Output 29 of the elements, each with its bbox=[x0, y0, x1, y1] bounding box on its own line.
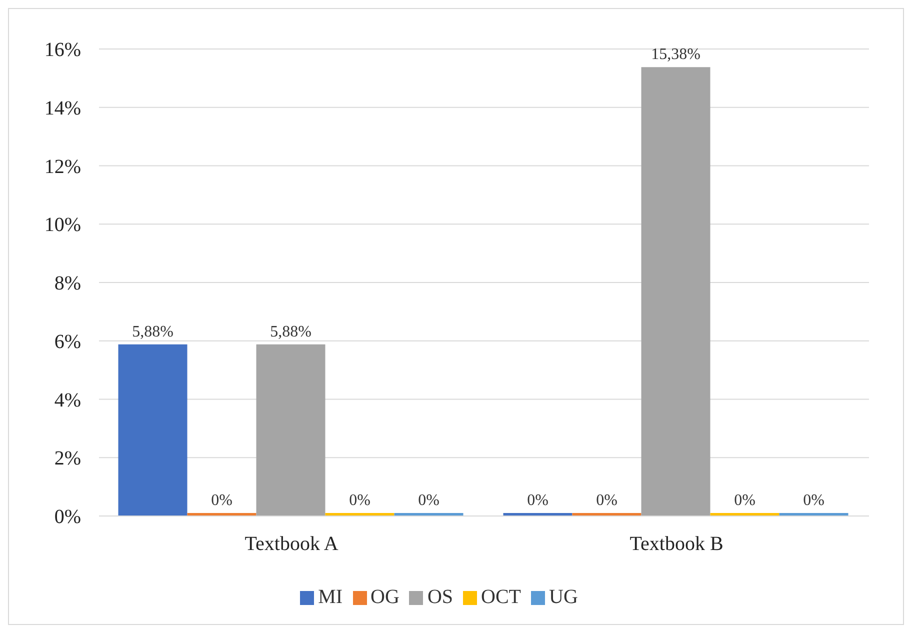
x-tick-label: Textbook A bbox=[244, 533, 339, 556]
data-label: 0% bbox=[596, 492, 618, 509]
data-label: 0% bbox=[211, 492, 232, 509]
legend-label: UG bbox=[549, 586, 578, 608]
data-label: 0% bbox=[349, 492, 370, 509]
legend-label: OCT bbox=[481, 586, 522, 608]
bar bbox=[256, 344, 326, 516]
data-label: 5,88% bbox=[270, 323, 312, 340]
data-label: 0% bbox=[527, 492, 548, 509]
y-tick-label: 12% bbox=[44, 156, 81, 178]
y-tick-label: 6% bbox=[54, 330, 81, 353]
y-tick-label: 8% bbox=[54, 272, 81, 295]
bar bbox=[641, 67, 710, 516]
y-tick-label: 2% bbox=[54, 448, 81, 470]
y-tick-label: 16% bbox=[44, 39, 81, 62]
legend-label: MI bbox=[318, 586, 343, 608]
legend-label: OG bbox=[370, 586, 400, 608]
data-label: 15,38% bbox=[651, 46, 700, 64]
data-label: 0% bbox=[418, 492, 440, 509]
data-label: 5,88% bbox=[132, 323, 174, 340]
y-tick-label: 0% bbox=[54, 506, 81, 528]
y-tick-label: 4% bbox=[54, 389, 81, 412]
y-tick-label: 14% bbox=[44, 97, 81, 120]
data-label: 0% bbox=[803, 492, 824, 509]
x-tick-label: Textbook B bbox=[630, 533, 724, 556]
legend-label: OS bbox=[427, 586, 454, 608]
y-tick-label: 10% bbox=[44, 214, 81, 236]
data-label: 0% bbox=[734, 492, 756, 509]
bar bbox=[118, 344, 188, 516]
